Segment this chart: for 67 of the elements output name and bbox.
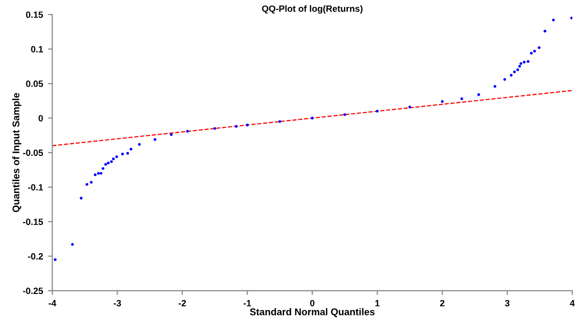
point bbox=[544, 30, 546, 32]
point bbox=[234, 124, 238, 128]
point bbox=[526, 60, 530, 63]
point bbox=[138, 142, 141, 146]
point bbox=[310, 116, 314, 120]
x-tick-label: 2 bbox=[440, 300, 444, 306]
point bbox=[115, 155, 118, 158]
y-tick-label: 0 bbox=[38, 115, 43, 122]
point bbox=[106, 162, 110, 164]
y-axis-title: Quantiles of Input Sample bbox=[12, 92, 22, 212]
point bbox=[121, 152, 124, 156]
x-axis-title: Standard Normal Quantiles bbox=[250, 308, 375, 318]
point bbox=[520, 62, 522, 65]
point bbox=[94, 173, 97, 176]
point bbox=[477, 93, 480, 96]
y-tick-label: -0.1 bbox=[28, 184, 44, 190]
point bbox=[343, 113, 346, 116]
x-tick-label: -2 bbox=[178, 300, 186, 306]
y-tick-label: -0.25 bbox=[23, 288, 44, 294]
point bbox=[126, 152, 130, 155]
y-tick-label: -0.2 bbox=[28, 253, 43, 260]
point bbox=[100, 172, 102, 175]
point bbox=[104, 162, 107, 166]
point bbox=[513, 70, 516, 74]
point bbox=[376, 110, 379, 113]
y-tick-label: -0.15 bbox=[23, 218, 44, 226]
x-tick-label: 0 bbox=[310, 300, 314, 306]
point bbox=[494, 84, 496, 88]
point bbox=[510, 74, 513, 77]
point bbox=[538, 46, 541, 50]
point bbox=[71, 243, 74, 246]
x-tick-label: -1 bbox=[244, 300, 252, 306]
x-tick-label: 3 bbox=[504, 300, 510, 306]
point bbox=[518, 64, 522, 68]
x-tick-label: 1 bbox=[375, 300, 380, 306]
point bbox=[516, 68, 520, 72]
y-tick-label: 0.15 bbox=[26, 12, 44, 18]
y-tick-label: 0.1 bbox=[31, 46, 44, 52]
point bbox=[186, 130, 189, 133]
point bbox=[530, 52, 533, 55]
point bbox=[246, 124, 249, 126]
point bbox=[552, 18, 555, 22]
point bbox=[54, 258, 57, 262]
point bbox=[522, 60, 526, 64]
point bbox=[533, 50, 536, 53]
point bbox=[130, 148, 132, 151]
point bbox=[213, 127, 216, 130]
point bbox=[460, 97, 464, 100]
point bbox=[154, 138, 156, 141]
x-tick-label: -4 bbox=[48, 300, 56, 306]
x-tick-label: -3 bbox=[114, 300, 121, 306]
point bbox=[110, 160, 113, 163]
point bbox=[170, 133, 173, 136]
chart-title: QQ-Plot of log(Returns) bbox=[262, 5, 362, 14]
point bbox=[80, 196, 83, 200]
point bbox=[440, 100, 444, 103]
point bbox=[408, 106, 412, 108]
point bbox=[278, 120, 282, 123]
point bbox=[86, 182, 88, 186]
x-tick-label: 4 bbox=[570, 300, 575, 306]
y-tick-label: 0.05 bbox=[26, 80, 44, 87]
y-tick-label: -0.05 bbox=[23, 150, 44, 156]
point bbox=[102, 167, 104, 170]
point bbox=[503, 78, 506, 81]
point bbox=[97, 172, 100, 175]
point bbox=[112, 157, 115, 160]
point bbox=[90, 180, 93, 184]
